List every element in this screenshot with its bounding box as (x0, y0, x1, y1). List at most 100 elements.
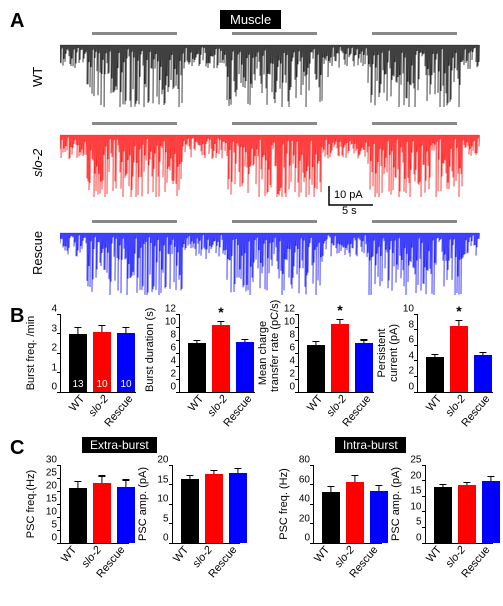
trace-wt: WT (60, 32, 480, 107)
panel-a-title: Muscle (220, 10, 281, 29)
significance-star: * (337, 302, 342, 318)
bar: 10 (117, 333, 135, 392)
tick-label: 0 (51, 533, 61, 544)
panel-b: Burst freq. /min01234131010WTslo-2Rescue… (10, 314, 493, 431)
tick-label: 2 (289, 369, 299, 380)
tick-label: 0 (408, 382, 418, 393)
bar-chart: Burst freq. /min01234131010WTslo-2Rescue (45, 314, 136, 431)
tick-label: 20 (299, 513, 314, 524)
trace-label: WT (30, 67, 45, 87)
bar (181, 479, 199, 543)
tick-label: 80 (299, 455, 314, 466)
tick-label: 10 (165, 317, 180, 328)
x-label: WT (313, 544, 333, 565)
bar-chart: Burst duration (s)024681012*WTslo-2Rescu… (164, 314, 255, 431)
bar (322, 492, 340, 543)
bar-chart: PSC amp. (pA)0510152025WTslo-2Rescue (410, 465, 494, 582)
bar (458, 485, 476, 543)
bar (474, 355, 492, 392)
y-axis-label: PSC freq.(Hz) (25, 465, 37, 543)
tick-label: 0 (51, 382, 61, 393)
panel-label-c: C (10, 437, 24, 460)
panel-c: PSC freq.(Hz)051015202530WTslo-2RescuePS… (10, 465, 493, 582)
tick-label: 8 (408, 319, 418, 330)
tick-label: 4 (51, 304, 61, 315)
chart-plot: 05101520 (172, 465, 241, 544)
bar (212, 325, 230, 392)
trace-waveform (60, 225, 480, 295)
tick-label: 1 (51, 362, 61, 373)
stim-bar (232, 32, 317, 35)
bar: 13 (69, 334, 87, 393)
tick-label: 15 (157, 474, 172, 485)
y-axis-label: PSC amp. (pA) (390, 465, 402, 543)
y-axis-label: Burst duration (s) (144, 314, 156, 392)
y-axis-label: Burst freq. /min (25, 314, 37, 392)
chart-plot: 0246810* (417, 314, 493, 393)
tick-label: 10 (403, 304, 418, 315)
trace-waveform (60, 37, 480, 107)
bar (370, 491, 388, 543)
tick-label: 0 (289, 382, 299, 393)
chart-plot: 0510152025 (425, 465, 494, 544)
tick-label: 6 (408, 335, 418, 346)
tick-label: 8 (289, 330, 299, 341)
tick-label: 12 (165, 304, 180, 315)
y-axis-label: PSC amp. (pA) (137, 465, 149, 543)
bar-chart: Persistentcurrent (pA)0246810*WTslo-2Res… (402, 314, 493, 431)
tick-label: 6 (289, 343, 299, 354)
stim-bar (372, 32, 457, 35)
bar-chart: PSC amp. (pA)05101520WTslo-2Rescue (157, 465, 241, 582)
bar (236, 342, 254, 392)
scalebar-y-label: 10 pA (334, 189, 363, 201)
bar (93, 483, 111, 543)
tick-label: 4 (170, 356, 180, 367)
x-label: WT (424, 393, 444, 414)
bar-chart: PSC freq.(Hz)051015202530WTslo-2Rescue (45, 465, 129, 582)
x-label: WT (186, 393, 206, 414)
tick-label: 10 (410, 501, 425, 512)
bar (346, 482, 364, 543)
n-label: 13 (69, 379, 87, 390)
bar-chart: PSC freq. (Hz)020406080WTslo-2Rescue (298, 465, 382, 582)
tick-label: 5 (163, 513, 173, 524)
bar (482, 481, 500, 543)
bar: 10 (93, 332, 111, 392)
y-axis-label: Mean chargetransfer rate (pC/s) (257, 314, 281, 392)
stim-bar (232, 220, 317, 223)
bar (117, 487, 135, 543)
bar (450, 326, 468, 392)
trace-rescue: Rescue (60, 220, 480, 295)
tick-label: 2 (408, 366, 418, 377)
y-axis-label: PSC freq. (Hz) (278, 465, 290, 543)
chart-plot: 051015202530 (60, 465, 129, 544)
trace-label: slo-2 (30, 149, 45, 177)
tick-label: 10 (284, 317, 299, 328)
tick-label: 60 (299, 474, 314, 485)
scalebar-x-label: 5 s (342, 205, 357, 217)
n-label: 10 (93, 379, 111, 390)
bar-chart: Mean chargetransfer rate (pC/s)024681012… (283, 314, 374, 431)
tick-label: 0 (416, 533, 426, 544)
trace-label: Rescue (30, 231, 45, 275)
tick-label: 6 (170, 343, 180, 354)
scalebar: 10 pA 5 s (328, 185, 388, 215)
stim-bar (372, 220, 457, 223)
tick-label: 0 (163, 533, 173, 544)
tick-label: 20 (157, 455, 172, 466)
extra-burst-title: Extra-burst (82, 437, 157, 453)
bar (331, 324, 349, 392)
tick-label: 12 (284, 304, 299, 315)
stim-bar (92, 220, 177, 223)
stim-bar (232, 122, 317, 125)
tick-label: 0 (304, 533, 314, 544)
tick-label: 25 (410, 455, 425, 466)
trace-slo-2: slo-2 (60, 122, 480, 197)
tick-label: 40 (299, 494, 314, 505)
chart-plot: 01234131010 (60, 314, 136, 393)
n-label: 10 (117, 379, 135, 390)
stim-bar (92, 32, 177, 35)
x-label: WT (424, 544, 444, 565)
tick-label: 0 (170, 382, 180, 393)
tick-label: 20 (46, 481, 61, 492)
